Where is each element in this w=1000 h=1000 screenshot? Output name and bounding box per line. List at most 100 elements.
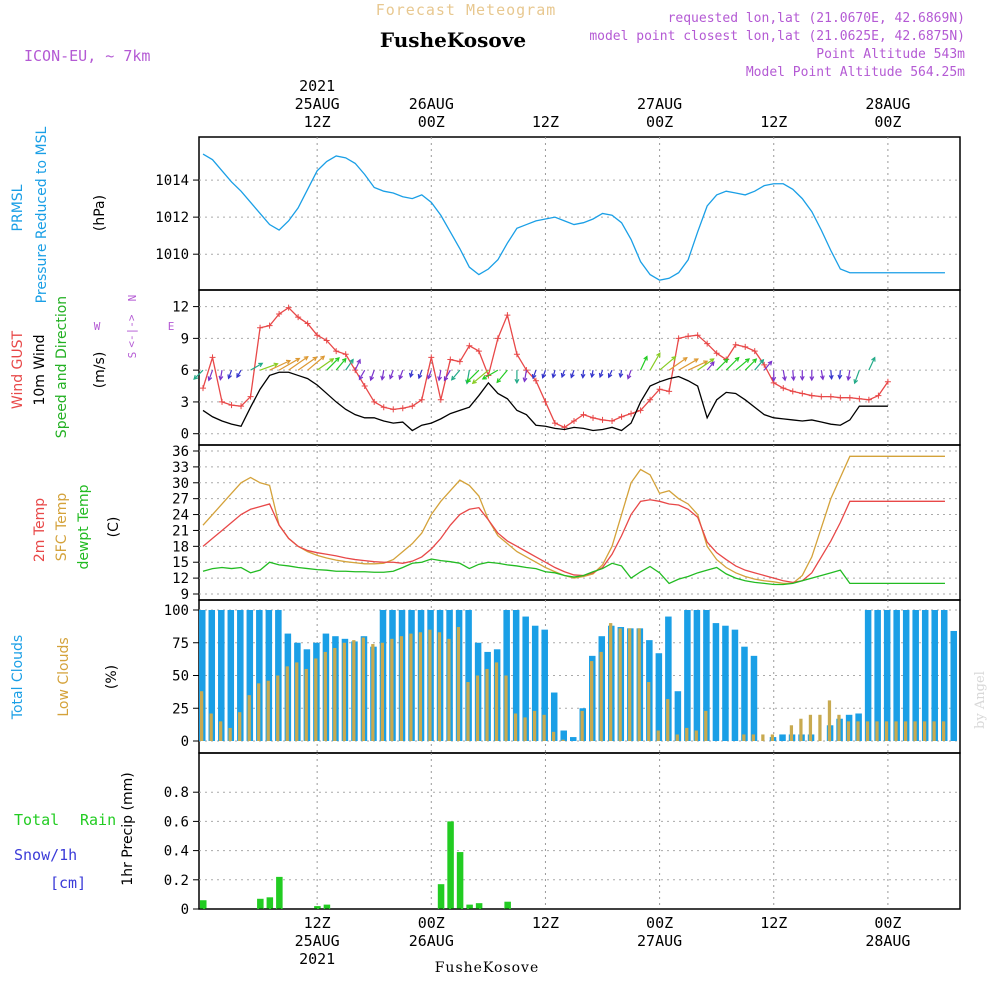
wind-arrow-head [752, 358, 758, 364]
wind-arrow-head [570, 373, 575, 379]
wind-arrow-head [408, 372, 414, 379]
gust-point [704, 340, 711, 347]
wind-arrow-head [356, 358, 361, 364]
y-tick-label: 12 [172, 571, 189, 587]
wind-arrow-head [837, 374, 843, 380]
gust-point [808, 392, 815, 399]
low-cloud-bar [590, 661, 594, 741]
rain-bar [276, 876, 283, 909]
gust-point [732, 341, 739, 348]
gust-point [257, 324, 264, 331]
low-cloud-bar [380, 642, 384, 741]
wind-arrow [678, 358, 699, 371]
wind-arrow [208, 369, 214, 381]
wind-arrow-head [496, 378, 502, 384]
total-cloud-bar [512, 610, 520, 741]
wind-arrow [482, 369, 499, 380]
wind-arrow-head [227, 374, 232, 380]
total-cloud-bar [722, 625, 729, 741]
wind-arrow [259, 363, 278, 371]
gust-point [590, 414, 597, 421]
wind-arrow-head [398, 374, 403, 381]
wind-arrow-head [207, 376, 213, 382]
wind-arrow [418, 369, 423, 379]
gust-point [837, 394, 844, 401]
wind-arrow-head [871, 356, 876, 362]
gust-point [666, 388, 673, 395]
gust-point [694, 332, 701, 339]
temp-ylabel-unit: (C) [106, 517, 122, 538]
gust-point [846, 394, 853, 401]
total-cloud-bar [931, 610, 938, 741]
wind-arrow [288, 356, 309, 371]
low-cloud-bar [770, 734, 775, 741]
low-cloud-bar [894, 721, 898, 741]
low-cloud-bar [884, 721, 889, 741]
gust-point [342, 351, 349, 358]
gust-point [200, 385, 206, 392]
wind-arrow-head [349, 358, 354, 364]
wind-arrow-head [369, 375, 375, 382]
total-cloud-bar [883, 610, 891, 741]
gust-point [818, 393, 825, 400]
bottom-time-label: 12Z [304, 914, 331, 932]
wind-arrow [532, 369, 537, 379]
gust-point [295, 314, 302, 321]
clouds-ylabel-unit: (%) [104, 665, 120, 689]
wind-arrow-head [481, 375, 487, 380]
total-cloud-bar [912, 610, 919, 741]
total-cloud-bar [864, 610, 872, 741]
wind-arrow-head [853, 379, 859, 385]
precip-legend-rain: Rain [80, 811, 116, 829]
dewpt-line [202, 558, 945, 586]
gust-point [418, 396, 425, 403]
wind-arrow-head [809, 376, 815, 382]
wind-arrow-head [258, 362, 264, 368]
low-cloud-bar [561, 739, 565, 741]
precip-legend-cm: [cm] [50, 874, 86, 892]
wind-arrow-head [828, 374, 834, 381]
low-cloud-bar [238, 712, 242, 741]
rain-bar [314, 906, 321, 909]
wind-arrow-head [329, 358, 335, 363]
y-tick-label: 6 [181, 363, 189, 379]
clouds-ylabel-low: Low Clouds [56, 637, 72, 716]
gust-line [202, 306, 889, 429]
low-cloud-bar [637, 628, 641, 741]
low-cloud-bar [504, 675, 508, 741]
wind-arrow-head [450, 375, 456, 381]
total-cloud-bar [950, 630, 957, 741]
low-cloud-bar [656, 730, 660, 741]
y-tick-label: 27 [172, 492, 189, 508]
total-cloud-bar [703, 610, 710, 741]
wind-arrow-head [273, 362, 279, 368]
y-tick-label: 12 [172, 300, 189, 316]
y-tick-label: 0.8 [164, 785, 189, 801]
gust-point [551, 420, 558, 427]
precip-panel [198, 752, 961, 910]
y-tick-label: 0 [181, 902, 189, 918]
total-cloud-bar [218, 610, 225, 741]
wind-arrow [854, 369, 860, 384]
low-cloud-bar [647, 682, 651, 741]
low-cloud-bar [228, 727, 232, 741]
wind-ylabel-gust: Wind GUST [10, 330, 26, 409]
wind-arrow [316, 358, 334, 371]
wind-arrow-head [295, 357, 301, 363]
wind-arrow-head [560, 372, 566, 379]
low-cloud-bar [323, 651, 327, 741]
bottom-time-label: 27AUG [637, 932, 682, 950]
y-tick-label: 100 [164, 603, 189, 619]
gust-point [323, 337, 330, 344]
total-cloud-bar [665, 616, 672, 741]
low-cloud-bar [751, 734, 755, 741]
low-cloud-bar [390, 638, 394, 741]
wind-arrow [451, 369, 461, 381]
wind-arrow [227, 369, 233, 379]
wind-arrow [345, 359, 354, 371]
wind-arrow [830, 370, 833, 379]
clouds-ylabel-total: Total Clouds [10, 635, 26, 720]
wind-arrow-head [782, 376, 787, 382]
pressure-ylabel-msl: Pressure Reduced to MSL [34, 126, 50, 303]
wind-arrow-head [551, 373, 557, 379]
